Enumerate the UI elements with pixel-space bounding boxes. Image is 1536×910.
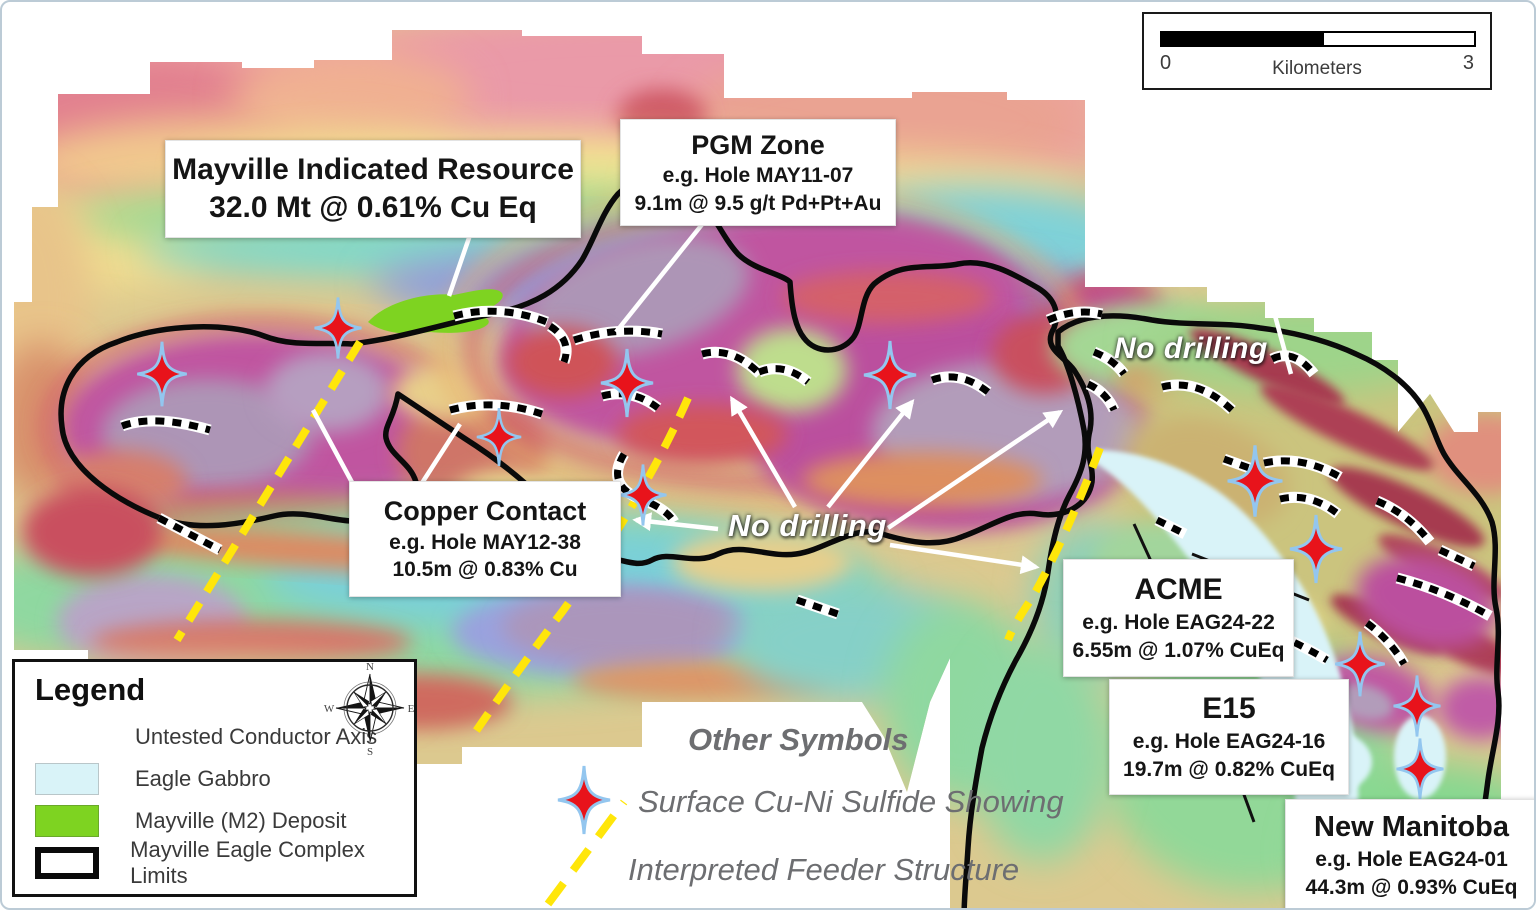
feeder-structure-lines (173, 339, 1104, 743)
compass-s-label: S (367, 746, 373, 758)
compass-e-label: E (408, 703, 415, 715)
annotation-new-manitoba: New Manitoba e.g. Hole EAG24-01 44.3m @ … (1285, 799, 1534, 908)
legend-item-label: Mayville Eagle Complex Limits (130, 837, 365, 888)
m2-deposit-swatch-icon (35, 805, 99, 837)
annotation-line: 6.55m @ 1.07% CuEq (1072, 639, 1285, 663)
annotation-line: Mayville Indicated Resource (172, 152, 574, 186)
annotation-line: 19.7m @ 0.82% CuEq (1123, 758, 1335, 782)
feeder-sample-icon (544, 799, 628, 907)
legend-item-conductor: Untested Conductor Axis (35, 716, 414, 758)
annotation-title: ACME (1134, 573, 1223, 607)
no-drilling-label-center: No drilling (728, 508, 887, 543)
compass-w-label: W (324, 703, 335, 715)
star-sample-icon (556, 764, 612, 836)
compass-rose-icon: N E S W (324, 661, 415, 758)
complex-limits-swatch-icon (35, 847, 99, 879)
annotation-line: e.g. Hole MAY11-07 (662, 164, 854, 188)
compass-n-label: N (366, 661, 374, 673)
annotation-line: e.g. Hole EAG24-22 (1082, 611, 1275, 635)
eagle-gabbro-swatch-icon (35, 763, 99, 795)
annotation-title: E15 (1202, 692, 1256, 726)
label-leader-lines (311, 220, 1294, 488)
legend-item-gabbro: Eagle Gabbro (35, 758, 414, 800)
legend-title: Legend (35, 672, 146, 707)
annotation-line: 32.0 Mt @ 0.61% Cu Eq (209, 191, 537, 224)
annotation-title: PGM Zone (691, 129, 825, 160)
scale-max-label: 3 (1462, 52, 1474, 74)
m2-deposit-polygon (368, 289, 503, 334)
annotation-line: e.g. Hole EAG24-01 (1315, 848, 1508, 872)
legend-item-m2-deposit: Mayville (M2) Deposit (35, 800, 414, 842)
scale-bar-graphic (1160, 31, 1476, 47)
annotation-line: e.g. Hole MAY12-38 (389, 530, 581, 554)
annotation-acme: ACME e.g. Hole EAG24-22 6.55m @ 1.07% Cu… (1063, 559, 1294, 677)
other-symbols-label-sulfide: Surface Cu-Ni Sulfide Showing (638, 784, 1064, 819)
annotation-line: 10.5m @ 0.83% Cu (392, 558, 578, 582)
complex-limits-outline (58, 174, 1502, 908)
annotation-line: 9.1m @ 9.5 g/t Pd+Pt+Au (634, 191, 882, 215)
scale-unit-label: Kilometers (1272, 58, 1362, 79)
legend-item-complex-limits: Mayville Eagle Complex Limits (35, 837, 414, 888)
no-drilling-arrows (632, 395, 1064, 575)
annotation-mayville-resource: Mayville Indicated Resource 32.0 Mt @ 0.… (165, 140, 581, 238)
scale-bar: 0 3 Kilometers (1142, 12, 1492, 90)
annotation-e15: E15 e.g. Hole EAG24-16 19.7m @ 0.82% CuE… (1109, 679, 1349, 795)
other-symbols-label-feeder: Interpreted Feeder Structure (628, 852, 1020, 887)
annotation-line: 44.3m @ 0.93% CuEq (1305, 876, 1518, 900)
legend-item-label: Mayville (M2) Deposit (135, 808, 347, 833)
other-symbols-title: Other Symbols (688, 722, 909, 757)
annotation-title: New Manitoba (1314, 811, 1509, 844)
legend-item-label: Eagle Gabbro (135, 766, 271, 791)
scale-min-label: 0 (1160, 52, 1172, 74)
annotation-copper-contact: Copper Contact e.g. Hole MAY12-38 10.5m … (349, 481, 621, 597)
legend-item-label: Untested Conductor Axis (135, 724, 378, 749)
annotation-pgm-zone: PGM Zone e.g. Hole MAY11-07 9.1m @ 9.5 g… (620, 119, 896, 226)
annotation-title: Copper Contact (383, 496, 587, 526)
no-drilling-label-east: No drilling (1114, 332, 1268, 365)
annotation-line: e.g. Hole EAG24-16 (1132, 730, 1326, 754)
